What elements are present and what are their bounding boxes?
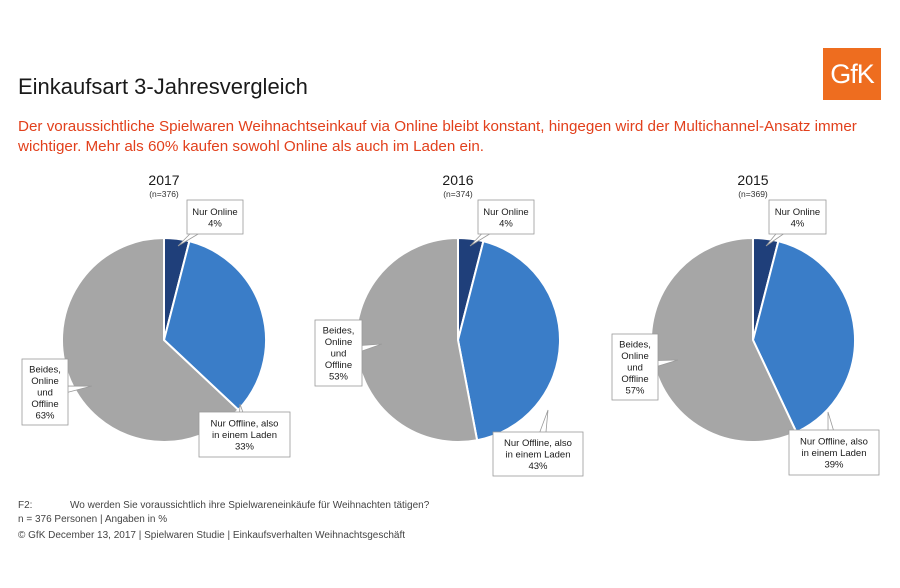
chart-year: 2017 <box>148 172 179 188</box>
callout-text: 4% <box>208 218 222 229</box>
callout-text: in einem Laden <box>212 430 277 441</box>
callout-text: 4% <box>499 218 513 229</box>
slice-nur-offline <box>751 239 856 434</box>
chart-sample-size: (n=376) <box>149 189 179 199</box>
callout-text: und <box>37 388 53 399</box>
callout-box <box>788 429 880 476</box>
slice-beides <box>355 236 479 443</box>
page-title: Einkaufsart 3-Jahresvergleich <box>18 74 308 99</box>
callout-text: und <box>627 363 643 374</box>
chart-year: 2015 <box>737 172 768 188</box>
footer-sample: n = 376 Personen | Angaben in % <box>18 514 168 525</box>
callout-text: Offline <box>31 399 58 410</box>
slice-nur-offline <box>162 239 267 412</box>
callout-box <box>314 319 363 387</box>
callout-box <box>768 199 827 235</box>
footer-question: F2: Wo werden Sie voraussichtlich ihre S… <box>18 500 429 511</box>
callout-text: Beides, <box>323 326 355 337</box>
callout-text: Offline <box>325 360 352 371</box>
slice-nur-offline <box>456 239 561 442</box>
callout-box <box>477 199 535 235</box>
callout-text: 63% <box>35 411 55 422</box>
callout-box <box>611 333 659 401</box>
callout-text: Offline <box>621 374 648 385</box>
chart-year: 2016 <box>442 172 473 188</box>
callout-text: Online <box>621 351 648 362</box>
callout-box <box>198 411 291 458</box>
footer-question-id: F2: <box>18 500 33 511</box>
callout-text: in einem Laden <box>506 450 571 461</box>
gfk-logo: GfK <box>823 48 881 100</box>
footer-copyright: © GfK December 13, 2017 | Spielwaren Stu… <box>18 530 406 541</box>
callout-box <box>186 199 244 235</box>
callout-text: Online <box>325 337 352 348</box>
callout-text: 4% <box>791 218 805 229</box>
callout-box <box>21 358 69 426</box>
callout-text: 57% <box>625 386 645 397</box>
callout-text: 33% <box>235 442 255 453</box>
chart-sample-size: (n=374) <box>443 189 473 199</box>
callout-text: Online <box>31 376 58 387</box>
callout-text: in einem Laden <box>802 448 867 459</box>
footer-question-text: Wo werden Sie voraussichtlich ihre Spiel… <box>70 500 430 511</box>
chart-sample-size: (n=369) <box>738 189 768 199</box>
callout-text: 39% <box>824 460 844 471</box>
callout-text: Nur Offline, also <box>504 438 572 449</box>
callout-text: Nur Offline, also <box>800 437 868 448</box>
callout-text: und <box>331 349 347 360</box>
callout-text: Nur Offline, also <box>211 419 279 430</box>
page-subtitle: Der voraussichtliche Spielwaren Weihnach… <box>18 118 857 155</box>
callout-text: Beides, <box>29 365 61 376</box>
slice-beides <box>60 236 240 443</box>
callout-text: Beides, <box>619 340 651 351</box>
callout-text: Nur Online <box>775 207 820 218</box>
callout-text: 53% <box>329 372 349 383</box>
callout-text: Nur Online <box>192 207 237 218</box>
callout-text: Nur Online <box>483 207 528 218</box>
callout-text: 43% <box>528 461 548 472</box>
callout-box <box>492 431 584 477</box>
